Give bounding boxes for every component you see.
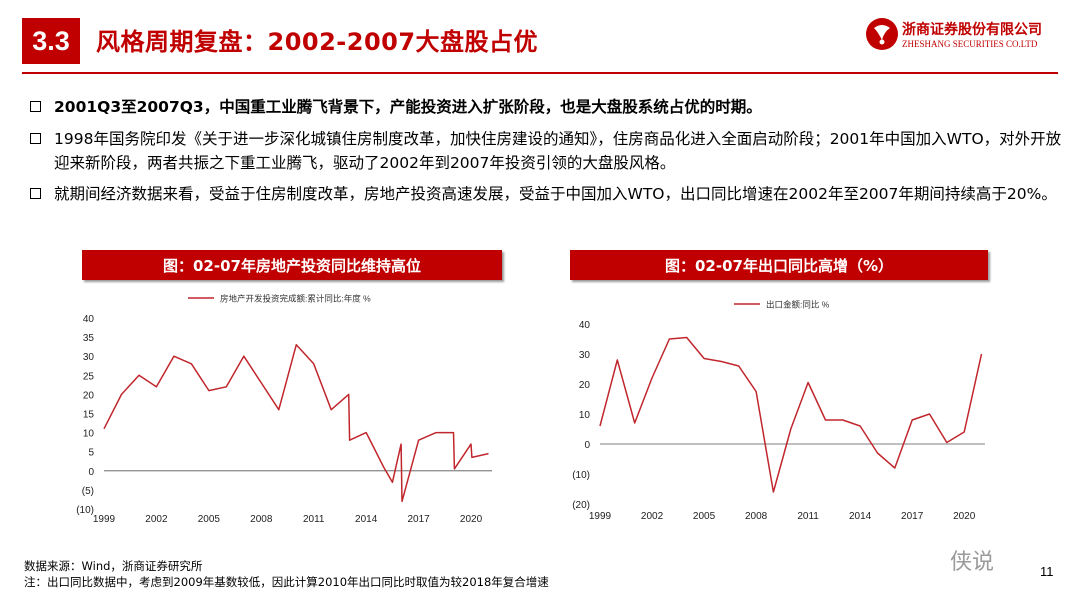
x-tick-label: 2014 [355,514,378,525]
company-logo: 浙商证券股份有限公司 ZHESHANG SECURITIES CO.LTD [866,16,1056,56]
x-tick-label: 2017 [901,511,924,522]
y-tick-label: 30 [83,352,95,363]
bullet-text: 2001Q3至2007Q3，中国重工业腾飞背景下，产能投资进入扩张阶段，也是大盘… [54,98,762,116]
logo-emblem-icon [866,18,898,50]
bullet-square-icon [30,101,41,112]
logo-english-name: ZHESHANG SECURITIES CO.LTD [902,39,1038,49]
x-tick-label: 2011 [303,514,325,525]
real-estate-investment-chart: 房地产开发投资完成额:累计同比:年度 % 40 35 30 25 20 15 10 5 0 (5) (… [76,294,492,525]
x-tick-label: 2014 [849,511,872,522]
export-growth-chart: 出口金额:同比 % 40 30 20 10 0 (10) (20)1999 2002 2005 20… [572,300,985,522]
x-tick-label: 2005 [693,511,716,522]
y-tick-label: 40 [83,314,95,325]
page-number: 11 [1040,564,1054,579]
series-line [599,336,983,493]
x-tick-label: 2005 [198,514,221,525]
y-tick-label: (10) [572,470,590,481]
section-number-badge: 3.3 [22,18,80,64]
y-tick-label: (10) [76,505,94,516]
x-tick-label: 1999 [589,511,612,522]
logo-chinese-name: 浙商证券股份有限公司 [902,22,1042,38]
x-tick-label: 2017 [407,514,430,525]
slide-title: 风格周期复盘：2002-2007大盘股占优 [96,28,539,56]
y-tick-label: 10 [579,410,591,421]
bullet-square-icon [30,133,41,144]
series-line [103,343,489,503]
bullet-text: 1998年国务院印发《关于进一步深化城镇住房制度改革，加快住房建设的通知》，住房… [54,130,1062,172]
y-tick-label: 20 [83,390,95,401]
bullet-square-icon [30,188,41,199]
x-tick-label: 2020 [460,514,483,525]
bullet-text: 就期间经济数据来看，受益于住房制度改革，房地产投资高速发展，受益于中国加入WTO… [54,185,1057,203]
x-tick-label: 2008 [745,511,768,522]
y-tick-label: (20) [572,500,590,511]
title-divider [22,72,1058,74]
y-tick-label: 10 [83,429,95,440]
y-tick-label: 20 [579,380,591,391]
y-tick-label: 30 [579,350,591,361]
y-tick-label: 25 [83,371,95,382]
chart-title-real-estate: 图：02-07年房地产投资同比维持高位 [82,250,502,280]
x-tick-label: 2002 [641,511,664,522]
y-tick-label: 5 [88,448,94,459]
y-tick-label: 0 [88,467,94,478]
y-tick-label: 15 [83,410,95,421]
legend-label: 房地产开发投资完成额:累计同比:年度 % [220,294,371,304]
y-tick-label: (5) [82,486,94,497]
watermark: 侠说 [950,550,995,575]
legend-label: 出口金额:同比 % [766,300,830,310]
x-tick-label: 2008 [250,514,273,525]
x-tick-label: 2011 [797,511,819,522]
y-tick-label: 0 [584,440,590,451]
data-source-note: 数据来源：Wind，浙商证券研究所 [24,559,203,573]
x-tick-label: 2020 [953,511,976,522]
footnote: 注：出口同比数据中，考虑到2009年基数较低，因此计算2010年出口同比时取值为… [24,575,549,589]
x-tick-label: 1999 [93,514,116,525]
y-tick-label: 35 [83,333,95,344]
chart-title-exports: 图：02-07年出口同比高增（%） [570,250,988,280]
y-tick-label: 40 [579,320,591,331]
x-tick-label: 2002 [145,514,168,525]
